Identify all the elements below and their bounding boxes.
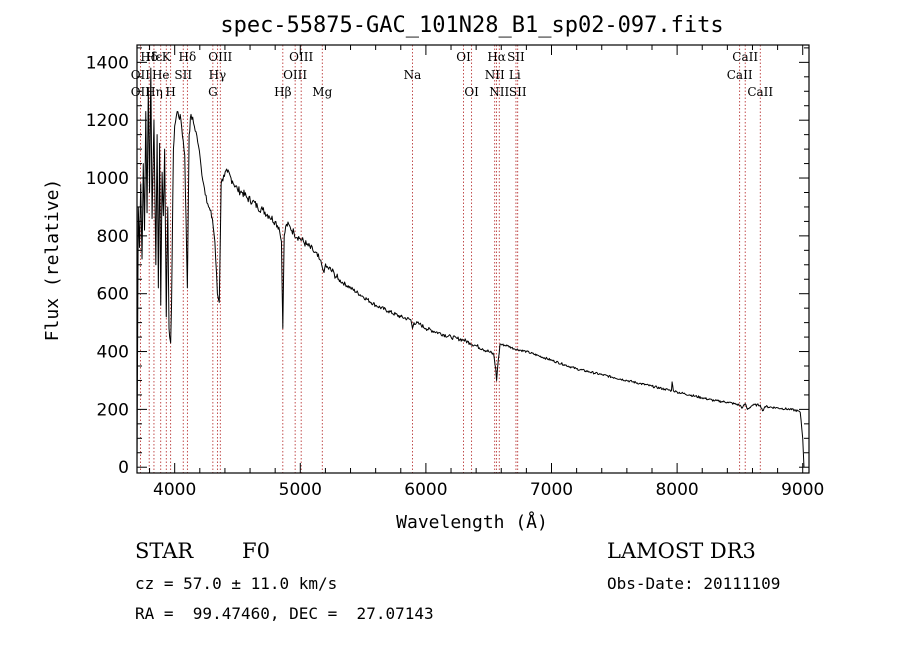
observation-date: Obs-Date: 20111109 [607, 574, 781, 593]
spectral-line-label: OII [131, 85, 151, 99]
spectral-line-markers [139, 45, 761, 473]
spectral-line-label: K [162, 50, 172, 64]
x-tick-label: 9000 [781, 480, 824, 500]
spectral-line-label: OII [131, 68, 151, 82]
spectral-line-label: Hη [145, 85, 163, 99]
spectral-line-label: Hδ [140, 50, 158, 64]
y-tick-label: 1400 [86, 53, 129, 73]
plot-frame [136, 44, 810, 474]
x-tick-label: 4000 [153, 480, 196, 500]
spectral-line-label: SII [509, 85, 527, 99]
object-class: STAR [135, 539, 194, 563]
survey-name: LAMOST DR3 [607, 539, 756, 563]
spectral-line-label: Hε [146, 50, 163, 64]
spectral-line-label: Hα [487, 50, 506, 64]
spectral-line-label: H [165, 85, 175, 99]
x-tick-label: 5000 [279, 480, 322, 500]
spectral-line-label: Mg [312, 85, 332, 99]
spectral-line-label: OIII [208, 50, 232, 64]
spectrum-plot [136, 67, 805, 468]
spectral-line-label: He [152, 68, 170, 82]
y-axis-label: Flux (relative) [42, 179, 63, 342]
axis-ticks: 4000 5000 6000 7000 8000 9000 0 200 400 600 800 100… [86, 45, 824, 500]
spectrum-series-line [136, 67, 805, 468]
spectral-line-label: Hδ [179, 50, 197, 64]
spectral-line-label: OI [456, 50, 471, 64]
spectral-line-label: G [208, 85, 218, 99]
spectral-line-label: NII [485, 68, 505, 82]
x-tick-label: 8000 [655, 480, 698, 500]
object-subclass: F0 [242, 539, 270, 563]
y-tick-label: 1000 [86, 169, 129, 189]
x-axis-label: Wavelength (Å) [396, 511, 548, 533]
y-tick-label: 1200 [86, 111, 129, 131]
spectral-line-label: OIII [283, 68, 307, 82]
spectral-line-label: NII [489, 85, 509, 99]
y-tick-label: 200 [97, 400, 129, 420]
spectral-line-label: Hβ [274, 85, 291, 99]
y-tick-label: 800 [97, 227, 129, 247]
spectral-line-label: OIII [289, 50, 313, 64]
x-tick-label: 7000 [530, 480, 573, 500]
spectral-line-label: CaII [747, 85, 773, 99]
redshift-value: cz = 57.0 ± 11.0 km/s [135, 574, 338, 593]
spectral-line-label: OI [464, 85, 479, 99]
spectral-line-label: Hγ [209, 68, 227, 82]
chart-title: spec-55875-GAC_101N28_B1_sp02-097.fits [220, 13, 723, 38]
sky-coordinates: RA = 99.47460, DEC = 27.07143 [135, 604, 434, 623]
y-tick-label: 400 [97, 343, 129, 363]
spectral-line-label: CaII [727, 68, 753, 82]
spectral-line-label: CaII [732, 50, 758, 64]
x-tick-label: 6000 [404, 480, 447, 500]
spectral-line-labels: Hδ OII OII Hε He Hη K H SII Hδ OIII Hγ G Hβ OIII OIII Mg… [131, 50, 774, 99]
spectral-line-label: SII [174, 68, 192, 82]
y-tick-label: 600 [97, 285, 129, 305]
spectral-line-label: SII [507, 50, 525, 64]
spectral-line-label: Li [509, 68, 521, 82]
spectral-line-label: Na [404, 68, 422, 82]
y-tick-label: 0 [118, 458, 129, 478]
